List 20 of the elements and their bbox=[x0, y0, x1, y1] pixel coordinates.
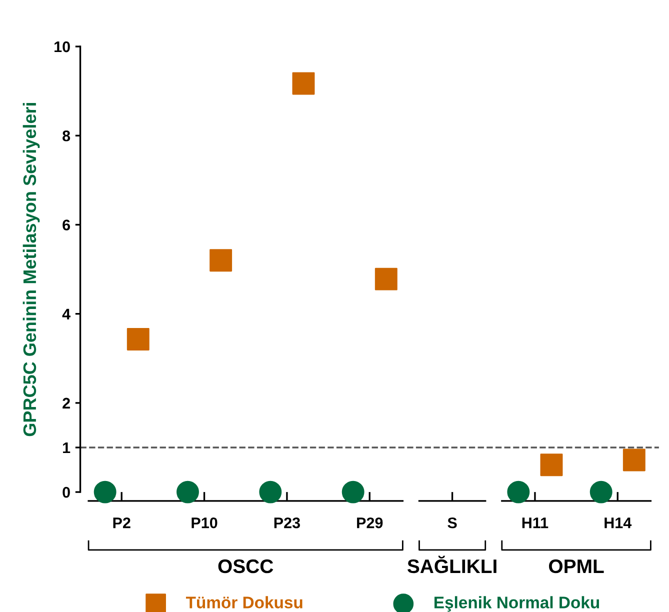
x-tick-label: P10 bbox=[192, 517, 218, 528]
text: OSCC bbox=[218, 559, 274, 574]
x-tick-label: P2 bbox=[113, 517, 130, 528]
y-tick-label: 10 bbox=[54, 41, 70, 52]
text: OPML bbox=[549, 559, 604, 574]
y-tick-label: 6 bbox=[62, 220, 70, 230]
y-tick-label: 8 bbox=[62, 130, 70, 142]
y-axis-title: GPRC5C Geninin Metilasyon Seviyeleri bbox=[22, 102, 40, 436]
x-tick-label: H14 bbox=[604, 518, 632, 528]
y-tick-label: 4 bbox=[62, 308, 70, 320]
x-tick-label: S bbox=[448, 517, 457, 528]
x-tick-label: P23 bbox=[274, 517, 300, 528]
x-tick-label: H11 bbox=[522, 518, 548, 528]
legend-label: Tümör Dokusu bbox=[186, 596, 302, 608]
legend-label: Eşlenik Normal Doku bbox=[434, 596, 600, 612]
y-tick-label: 0 bbox=[62, 486, 70, 498]
text: SAĞLIKLI bbox=[407, 556, 496, 574]
x-tick-label: P29 bbox=[357, 517, 383, 528]
y-tick-label: 2 bbox=[62, 398, 70, 408]
y-tick-label: 1 bbox=[63, 442, 70, 454]
